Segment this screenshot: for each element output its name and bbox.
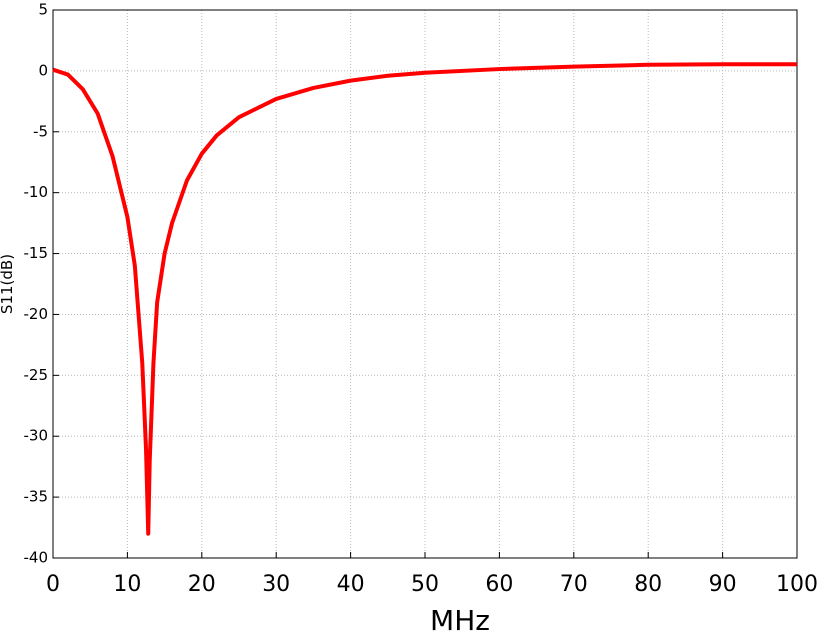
y-axis-label: S11(dB) (0, 254, 16, 314)
x-tick-label: 40 (337, 572, 365, 597)
x-tick-label: 0 (46, 572, 60, 597)
y-tick-label: -15 (24, 244, 49, 262)
y-tick-label: -40 (24, 549, 49, 567)
data-line (52, 62, 797, 536)
y-tick-label: -30 (24, 427, 49, 445)
plot-frame (52, 9, 798, 559)
x-tick-label: 60 (485, 572, 513, 597)
x-tick-label: 20 (188, 572, 216, 597)
y-tick-label: -10 (24, 183, 49, 201)
x-tick-label: 80 (634, 572, 662, 597)
y-tick-label: 0 (38, 61, 48, 79)
y-tick-label: -5 (33, 122, 48, 140)
x-tick-label: 90 (709, 572, 737, 597)
y-tick-label: 5 (38, 1, 48, 19)
y-tick-label: -20 (24, 305, 49, 323)
y-tick-label: -25 (24, 366, 49, 384)
x-tick-label: 70 (560, 572, 588, 597)
x-tick-label: 50 (411, 572, 439, 597)
x-tick-label: 100 (776, 572, 818, 597)
x-tick-label: 30 (262, 572, 290, 597)
x-tick-label: 10 (113, 572, 141, 597)
x-axis-label: MHz (430, 604, 490, 637)
y-tick-label: -35 (24, 488, 49, 506)
